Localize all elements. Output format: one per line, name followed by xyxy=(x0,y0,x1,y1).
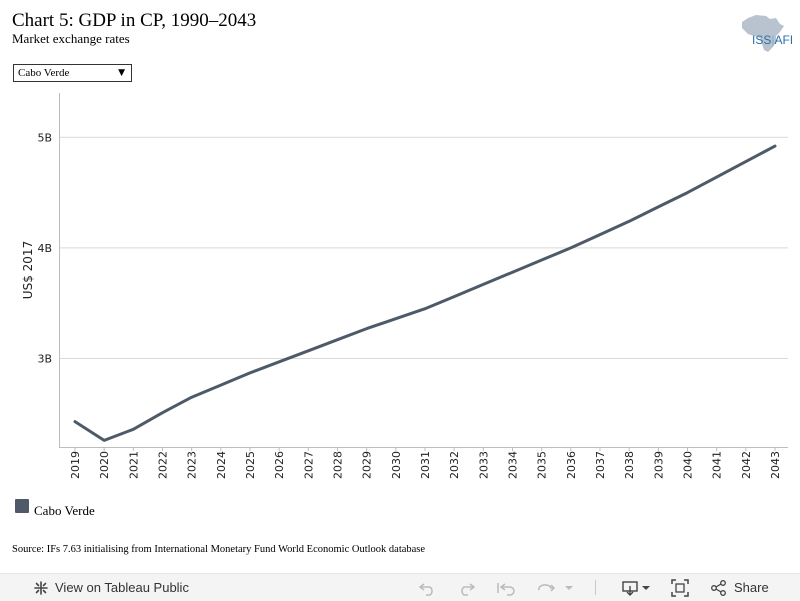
y-tick-label: 3B xyxy=(37,353,52,366)
x-tick-label: 2024 xyxy=(215,451,228,479)
y-tick-label: 4B xyxy=(37,242,52,255)
x-tick-label: 2037 xyxy=(594,451,607,479)
share-label: Share xyxy=(734,580,769,595)
y-tick-label: 5B xyxy=(37,131,52,144)
gdp-line-chart: 3B 4B 5B US$ 2017 2019 2020 2021 2022 2023 2024 20… xyxy=(21,93,788,479)
fullscreen-icon xyxy=(671,578,689,597)
revert-button[interactable] xyxy=(496,574,518,601)
redo-icon xyxy=(461,582,476,596)
x-tick-label: 2041 xyxy=(711,451,724,479)
iss-logo-text: ISS|AFI xyxy=(752,33,794,47)
x-tick-label: 2023 xyxy=(186,451,199,479)
x-tick-label: 2034 xyxy=(507,451,520,479)
x-tick-label: 2028 xyxy=(332,451,345,479)
tableau-toolbar: View on Tableau Public xyxy=(0,573,800,601)
source-note: Source: IFs 7.63 initialising from Inter… xyxy=(12,544,426,555)
x-tick-label: 2022 xyxy=(157,451,170,479)
undo-button[interactable] xyxy=(418,574,438,601)
revert-icon xyxy=(497,582,515,596)
undo-icon xyxy=(418,582,433,596)
x-tick-label: 2040 xyxy=(682,451,695,479)
share-icon xyxy=(711,579,726,596)
x-tick-label: 2030 xyxy=(390,451,403,479)
refresh-button[interactable] xyxy=(535,574,575,601)
iss-africa-logo xyxy=(742,15,784,52)
x-tick-label: 2035 xyxy=(536,451,549,479)
x-tick-label: 2021 xyxy=(127,451,140,479)
series-line-cabo-verde xyxy=(73,144,777,442)
refresh-icon xyxy=(538,583,573,592)
country-filter-value: Cabo Verde xyxy=(18,67,70,79)
x-tick-label: 2019 xyxy=(69,451,82,479)
chart-title: Chart 5: GDP in CP, 1990–2043 xyxy=(12,10,257,31)
x-tick-label: 2027 xyxy=(302,451,315,479)
x-tick-label: 2038 xyxy=(623,451,636,479)
x-tick-label: 2020 xyxy=(98,451,111,479)
view-on-tableau-label: View on Tableau Public xyxy=(55,580,189,595)
x-tick-label: 2036 xyxy=(565,451,578,479)
fullscreen-button[interactable] xyxy=(671,574,689,601)
y-axis-title: US$ 2017 xyxy=(21,241,35,299)
x-tick-label: 2033 xyxy=(477,451,490,479)
legend-swatch xyxy=(15,499,29,513)
download-button[interactable] xyxy=(622,574,652,601)
x-tick-label: 2026 xyxy=(273,451,286,479)
country-filter-dropdown[interactable]: Cabo Verde ▼ xyxy=(13,64,132,82)
redo-button[interactable] xyxy=(456,574,476,601)
x-tick-label: 2043 xyxy=(769,451,782,479)
x-tick-label: 2042 xyxy=(740,451,753,479)
x-tick-label: 2025 xyxy=(244,451,257,479)
view-on-tableau-button[interactable]: View on Tableau Public xyxy=(33,574,189,601)
dropdown-arrow-icon: ▼ xyxy=(118,68,125,78)
legend-label: Cabo Verde xyxy=(34,503,95,518)
x-tick-label: 2029 xyxy=(361,451,374,479)
share-button[interactable]: Share xyxy=(710,574,769,601)
x-tick-label: 2032 xyxy=(448,451,461,479)
x-tick-label: 2039 xyxy=(652,451,665,479)
tableau-logo-icon xyxy=(34,580,48,595)
toolbar-divider xyxy=(595,580,596,595)
chart-subtitle: Market exchange rates xyxy=(12,31,130,46)
x-tick-label: 2031 xyxy=(419,451,432,479)
download-icon xyxy=(622,580,650,596)
